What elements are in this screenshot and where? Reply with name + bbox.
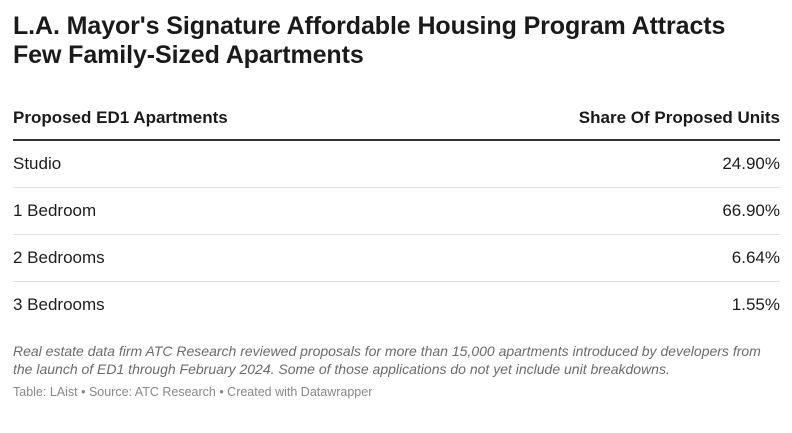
table-row: 1 Bedroom 66.90% <box>13 188 780 235</box>
row-value: 6.64% <box>731 248 780 267</box>
chart-notes: Real estate data firm ATC Research revie… <box>13 343 761 377</box>
row-value: 66.90% <box>722 201 780 220</box>
row-label: 1 Bedroom <box>13 201 97 220</box>
row-label: 3 Bedrooms <box>13 295 105 314</box>
row-label: Studio <box>13 154 62 173</box>
table-header: Proposed ED1 Apartments Share Of Propose… <box>13 108 780 141</box>
chart-title: L.A. Mayor's Signature Affordable Housin… <box>13 12 726 69</box>
column-header-apartments: Proposed ED1 Apartments <box>13 108 228 127</box>
column-header-share: Share Of Proposed Units <box>578 108 780 127</box>
chart-footer: Table: LAist • Source: ATC Research • Cr… <box>13 385 373 399</box>
row-value: 24.90% <box>722 154 780 173</box>
row-value: 1.55% <box>731 295 780 314</box>
table-row: Studio 24.90% <box>13 141 780 188</box>
row-label: 2 Bedrooms <box>13 248 105 267</box>
table-row: 2 Bedrooms 6.64% <box>13 235 780 282</box>
table-row: 3 Bedrooms 1.55% <box>13 282 780 328</box>
data-table: Proposed ED1 Apartments Share Of Propose… <box>13 108 780 328</box>
